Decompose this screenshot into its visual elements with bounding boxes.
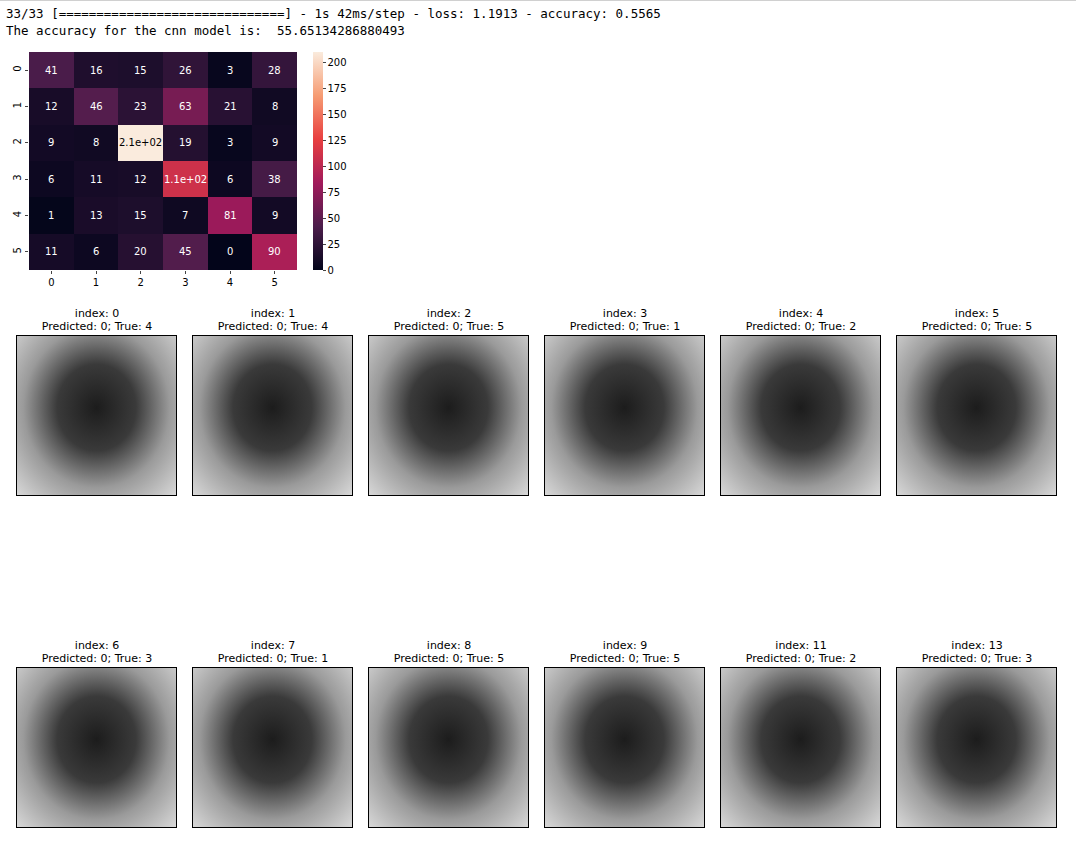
html-text:Predicted: 0; True: 1: Predicted: 0; True: 1 xyxy=(217,652,329,665)
html-text:index: 8: index: 8 xyxy=(426,639,472,652)
svg-text:8: 8 xyxy=(272,101,278,112)
html-text:33/33 [=======================: 33/33 [==============================] -… xyxy=(6,6,661,21)
html-text:index: 13: index: 13 xyxy=(951,639,1003,652)
svg-text:38: 38 xyxy=(268,174,281,185)
svg-text:6: 6 xyxy=(93,246,99,257)
svg-text:75: 75 xyxy=(328,187,341,198)
svg-text:4: 4 xyxy=(12,211,23,217)
svg-text:0: 0 xyxy=(328,265,334,276)
html-text:Predicted: 0; True: 2: Predicted: 0; True: 2 xyxy=(745,652,857,665)
svg-text:0: 0 xyxy=(48,277,54,288)
svg-text:19: 19 xyxy=(179,137,192,148)
svg-text:25: 25 xyxy=(328,239,341,250)
html-text:index: 2: index: 2 xyxy=(426,307,472,320)
svg-text:150: 150 xyxy=(328,109,347,120)
html-text:index: 11: index: 11 xyxy=(775,639,827,652)
svg-text:2: 2 xyxy=(12,138,23,144)
svg-text:90: 90 xyxy=(268,246,281,257)
html-text:index: 5: index: 5 xyxy=(954,307,1000,320)
svg-text:9: 9 xyxy=(48,137,54,148)
html-text:Predicted: 0; True: 2: Predicted: 0; True: 2 xyxy=(745,320,857,333)
svg-text:9: 9 xyxy=(272,210,278,221)
svg-text:21: 21 xyxy=(224,101,237,112)
svg-text:6: 6 xyxy=(48,174,54,185)
svg-text:45: 45 xyxy=(179,246,192,257)
svg-text:13: 13 xyxy=(90,210,103,221)
svg-text:28: 28 xyxy=(268,65,281,76)
svg-text:0: 0 xyxy=(12,65,23,71)
svg-text:4: 4 xyxy=(227,277,233,288)
html-text:index: 4: index: 4 xyxy=(778,307,824,320)
svg-text:50: 50 xyxy=(328,213,341,224)
svg-text:12: 12 xyxy=(134,174,147,185)
svg-text:1: 1 xyxy=(93,277,99,288)
html-text:Predicted: 0; True: 5: Predicted: 0; True: 5 xyxy=(393,652,505,665)
svg-text:12: 12 xyxy=(45,101,58,112)
html-text:Predicted: 0; True: 5: Predicted: 0; True: 5 xyxy=(569,652,681,665)
svg-text:1: 1 xyxy=(48,210,54,221)
svg-text:26: 26 xyxy=(179,65,192,76)
svg-text:1: 1 xyxy=(12,102,23,108)
html-text:index: 0: index: 0 xyxy=(74,307,120,320)
svg-text:11: 11 xyxy=(45,246,58,257)
svg-text:8: 8 xyxy=(93,137,99,148)
html-text:The accuracy for the cnn model: The accuracy for the cnn model is: 55.65… xyxy=(6,23,405,38)
svg-text:3: 3 xyxy=(227,65,233,76)
html-text:index: 7: index: 7 xyxy=(250,639,296,652)
html-text:index: 9: index: 9 xyxy=(602,639,648,652)
html-text:Predicted: 0; True: 5: Predicted: 0; True: 5 xyxy=(393,320,505,333)
html-text:Predicted: 0; True: 3: Predicted: 0; True: 3 xyxy=(41,652,153,665)
svg-text:5: 5 xyxy=(12,247,23,253)
svg-text:3: 3 xyxy=(12,174,23,180)
svg-text:20: 20 xyxy=(134,246,147,257)
html-text:index: 1: index: 1 xyxy=(250,307,296,320)
svg-text:81: 81 xyxy=(224,210,237,221)
svg-text:2.1e+02: 2.1e+02 xyxy=(119,137,162,148)
svg-text:46: 46 xyxy=(90,101,103,112)
html-text:index: 6: index: 6 xyxy=(74,639,120,652)
svg-text:11: 11 xyxy=(90,174,103,185)
svg-text:7: 7 xyxy=(182,210,188,221)
svg-text:0: 0 xyxy=(227,246,233,257)
svg-text:23: 23 xyxy=(134,101,147,112)
svg-text:15: 15 xyxy=(134,210,147,221)
html-text:Predicted: 0; True: 1: Predicted: 0; True: 1 xyxy=(569,320,681,333)
html-text:Predicted: 0; True: 3: Predicted: 0; True: 3 xyxy=(921,652,1033,665)
svg-text:41: 41 xyxy=(45,65,58,76)
svg-text:16: 16 xyxy=(90,65,103,76)
svg-text:2: 2 xyxy=(137,277,143,288)
svg-text:125: 125 xyxy=(328,135,347,146)
html-text:Predicted: 0; True: 5: Predicted: 0; True: 5 xyxy=(921,320,1033,333)
svg-text:6: 6 xyxy=(227,174,233,185)
svg-text:1.1e+02: 1.1e+02 xyxy=(164,174,207,185)
svg-text:100: 100 xyxy=(328,161,347,172)
svg-text:63: 63 xyxy=(179,101,192,112)
html-text:Predicted: 0; True: 4: Predicted: 0; True: 4 xyxy=(41,320,153,333)
svg-text:15: 15 xyxy=(134,65,147,76)
svg-text:9: 9 xyxy=(272,137,278,148)
svg-text:175: 175 xyxy=(328,83,347,94)
svg-text:3: 3 xyxy=(227,137,233,148)
html-text:index: 3: index: 3 xyxy=(602,307,648,320)
svg-text:3: 3 xyxy=(182,277,188,288)
svg-text:200: 200 xyxy=(328,57,347,68)
html-text:Predicted: 0; True: 4: Predicted: 0; True: 4 xyxy=(217,320,329,333)
svg-text:5: 5 xyxy=(271,277,277,288)
